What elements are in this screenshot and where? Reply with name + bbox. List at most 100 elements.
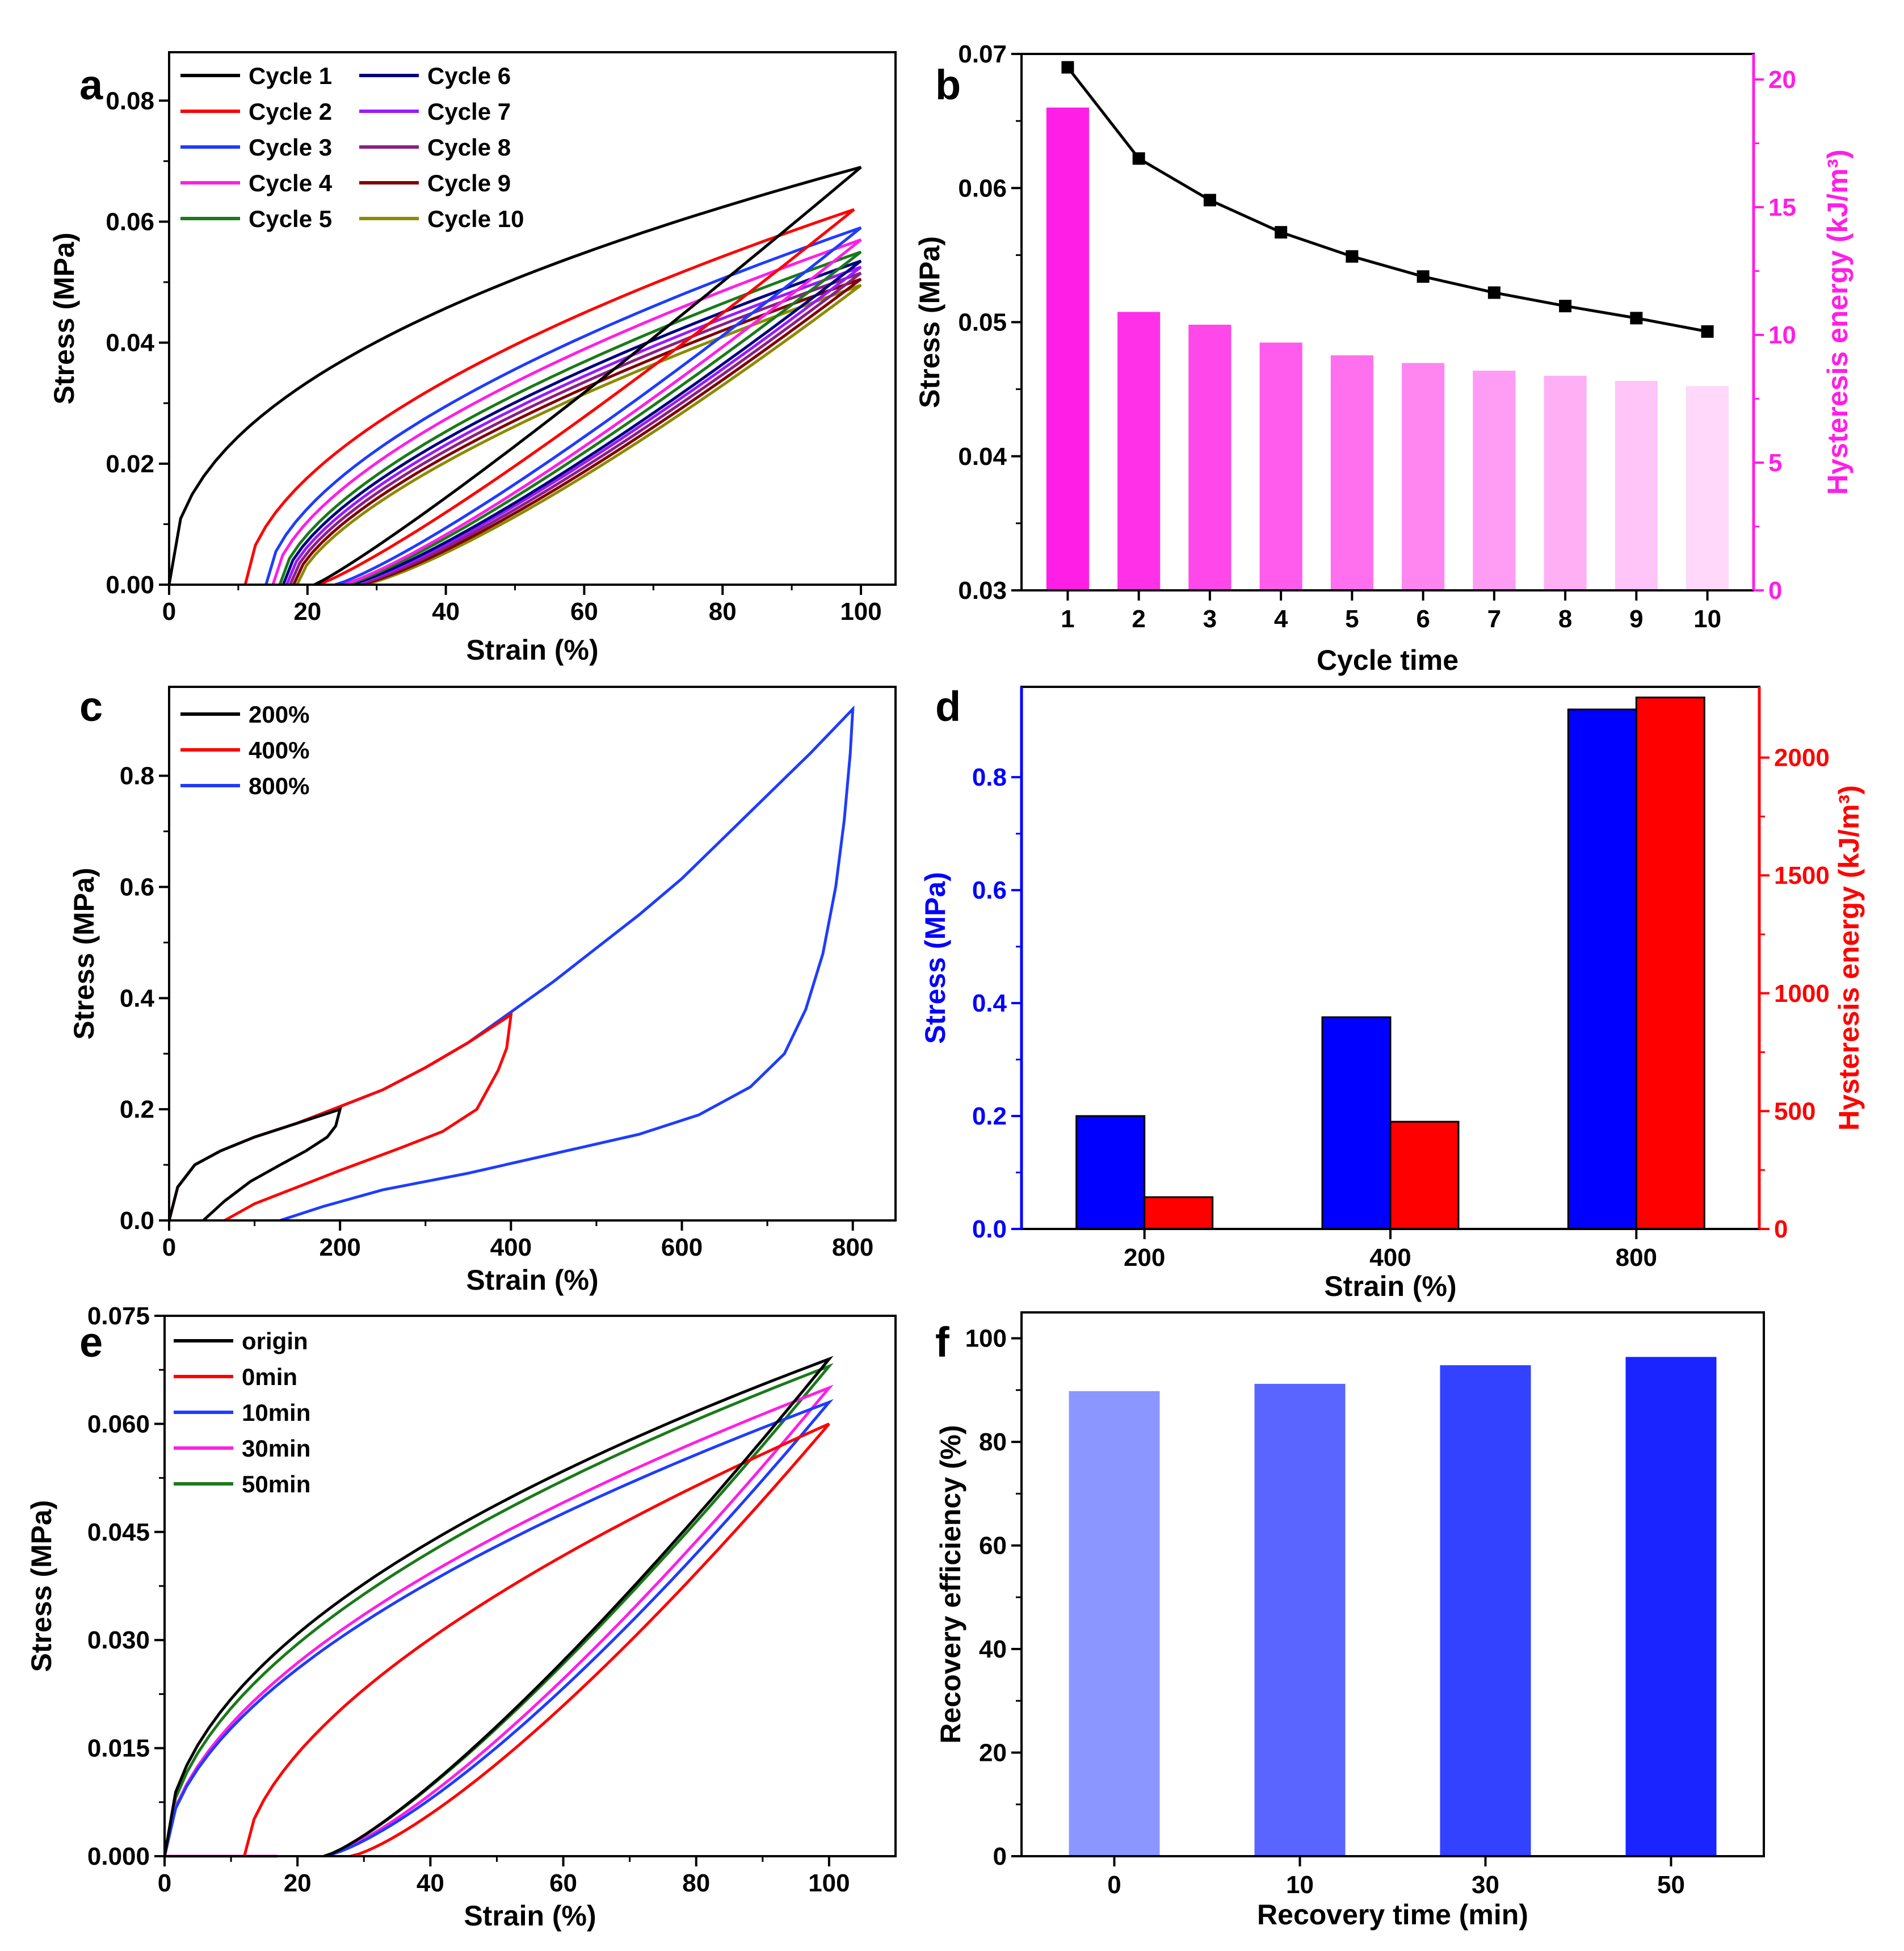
y-tick-label: 0.00: [106, 571, 154, 599]
panel-d: 200 400 800 0.0 0.2 0.4 0.6 0.8 0 500 1000 1500 2000…: [919, 683, 1865, 1302]
y-axis-label: Stress (MPa): [919, 872, 951, 1044]
hysteresis-bar: [1686, 386, 1729, 590]
y2-axis-label: Hysteresis energy (kJ/m³): [1833, 785, 1865, 1131]
x-tick-label: 40: [417, 1869, 444, 1897]
y-tick-label: 0.2: [120, 1096, 154, 1123]
x-tick-label: 100: [808, 1869, 850, 1897]
panel-c: 0 200 400 600 800 0.0 0.2 0.4 0.6 0.8 Strain (%) St…: [68, 683, 897, 1296]
legend-label: 800%: [249, 773, 309, 799]
y2-tick-label: 1000: [1774, 980, 1830, 1008]
y-tick-label: 0.000: [87, 1843, 150, 1870]
y2-axis-label: Hysteresis energy (kJ/m³): [1822, 149, 1853, 495]
x-axis-label: Strain (%): [466, 634, 598, 666]
legend-label: Cycle 7: [427, 98, 511, 125]
y-tick-label: 0.03: [958, 577, 1007, 605]
x-tick-label: 30: [1472, 1871, 1499, 1899]
legend-label: 30min: [242, 1435, 310, 1462]
y-axis-label: Stress (MPa): [914, 236, 945, 408]
stress-bar: [1567, 708, 1637, 1230]
hysteresis-bar: [1144, 1196, 1214, 1230]
x-tick-label: 5: [1345, 605, 1359, 633]
y-tick-label: 40: [979, 1635, 1007, 1663]
y-axis-label: Stress (MPa): [68, 868, 100, 1040]
y-tick-label: 0.0: [120, 1207, 154, 1235]
legend-label: Cycle 1: [249, 62, 332, 89]
x-tick-label: 400: [490, 1233, 532, 1261]
stress-line: [1066, 66, 1708, 333]
y-tick-label: 0.015: [87, 1735, 150, 1763]
hysteresis-bar: [1544, 376, 1587, 590]
legend-label: 10min: [242, 1399, 310, 1426]
x-tick-label: 0: [1107, 1871, 1121, 1899]
x-tick-label: 8: [1558, 605, 1572, 633]
y2-tick-label: 5: [1768, 449, 1782, 477]
stress-point: [1630, 312, 1643, 325]
x-tick-label: 10: [1286, 1871, 1314, 1899]
x-tick-label: 200: [319, 1233, 360, 1261]
stress-point: [1203, 194, 1216, 207]
panel-e-frame: [163, 1315, 897, 1857]
x-tick-label: 200: [1124, 1244, 1165, 1272]
y-tick-label: 0.6: [972, 876, 1007, 904]
series-line-cycle-10: [296, 284, 862, 586]
series-line-30min: [163, 1384, 834, 1858]
hysteresis-bar: [1046, 107, 1089, 590]
series-line-cycle-6: [281, 259, 862, 586]
panel-label: f: [935, 1319, 949, 1366]
stress-point: [1275, 226, 1288, 239]
y-tick-label: 0.08: [106, 87, 154, 115]
y-axis-label: Stress (MPa): [48, 233, 80, 405]
hysteresis-bar: [1615, 381, 1658, 590]
legend-label: Cycle 9: [427, 170, 511, 196]
legend-label: 50min: [242, 1471, 310, 1497]
hysteresis-bar: [1473, 371, 1516, 590]
stress-point: [1061, 61, 1074, 74]
recovery-bar: [1069, 1391, 1160, 1856]
y-tick-label: 0.04: [958, 443, 1007, 471]
legend-label: 0min: [242, 1363, 297, 1390]
y-tick-label: 0.8: [120, 762, 154, 790]
hysteresis-bar: [1188, 325, 1231, 590]
hysteresis-bar: [1389, 1121, 1460, 1230]
y2-tick-label: 20: [1768, 66, 1796, 94]
y-tick-label: 0.045: [87, 1518, 150, 1546]
hysteresis-bar: [1402, 363, 1445, 590]
recovery-bar: [1625, 1357, 1717, 1856]
panel-label: e: [79, 1319, 103, 1366]
y-tick-label: 60: [979, 1532, 1007, 1560]
x-tick-label: 60: [570, 598, 598, 626]
panel-f-frame: [1020, 1311, 1765, 1857]
recovery-bar: [1440, 1365, 1531, 1856]
x-axis-label: Strain (%): [1324, 1270, 1456, 1302]
x-axis-label: Recovery time (min): [1257, 1899, 1528, 1931]
y-tick-label: 80: [979, 1428, 1007, 1456]
hysteresis-bar: [1635, 697, 1705, 1230]
y2-tick-label: 1500: [1774, 862, 1830, 890]
panel-a-frame: [168, 51, 897, 586]
y-tick-label: 0.0: [972, 1215, 1007, 1243]
y-tick-label: 0.8: [972, 763, 1007, 791]
y-tick-label: 0.07: [958, 40, 1007, 68]
x-tick-label: 0: [162, 598, 176, 626]
x-axis-label: Strain (%): [464, 1900, 596, 1932]
series-line-origin: [163, 1356, 834, 1858]
series-line-cycle-3: [264, 226, 862, 586]
panel-e: 0 20 40 60 80 100 0.000 0.015 0.030 0.045 0.060 0.0…: [26, 1302, 897, 1932]
y-tick-label: 20: [979, 1739, 1007, 1767]
series-line-cycle-8: [289, 271, 862, 586]
x-tick-label: 40: [432, 598, 460, 626]
panel-a: 0 20 40 60 80 100 0.00 0.02 0.04 0.06 0.08 Strain (…: [48, 51, 897, 666]
y-tick-label: 0.030: [87, 1626, 150, 1654]
y-tick-label: 0.06: [106, 208, 154, 236]
x-tick-label: 60: [549, 1869, 577, 1897]
stress-point: [1417, 270, 1430, 283]
stress-bar: [1321, 1016, 1392, 1230]
x-tick-label: 800: [1616, 1244, 1657, 1272]
y2-tick-label: 500: [1774, 1097, 1815, 1125]
legend-label: Cycle 4: [249, 170, 333, 196]
x-axis-label: Cycle time: [1317, 644, 1459, 676]
hysteresis-bar: [1259, 342, 1302, 590]
y-tick-label: 0: [993, 1843, 1007, 1870]
y-tick-label: 0.04: [106, 329, 154, 357]
panel-label: d: [935, 683, 961, 730]
